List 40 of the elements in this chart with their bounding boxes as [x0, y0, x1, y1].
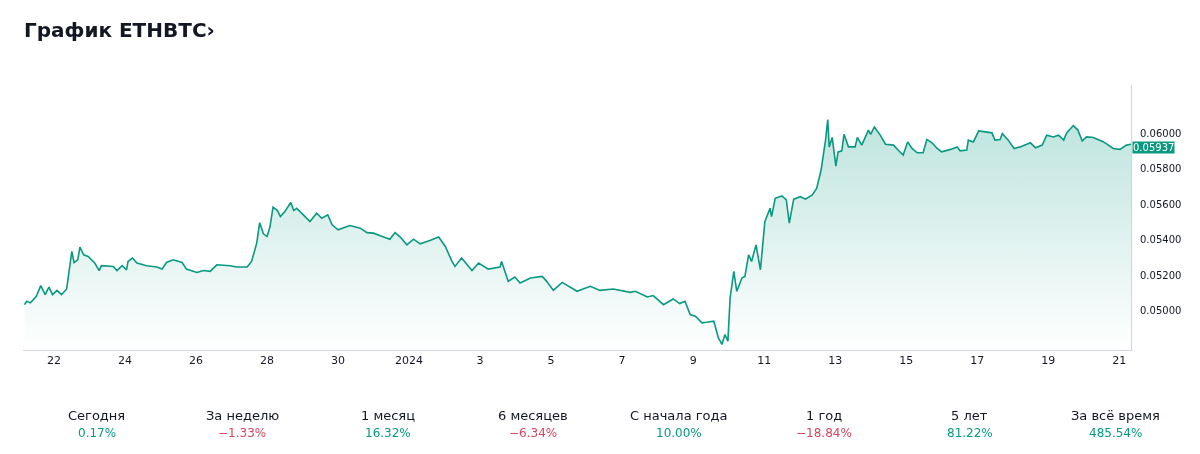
x-tick-label: 9 — [689, 354, 697, 368]
x-tick-label: 22 — [47, 354, 62, 368]
category-label: С начала года — [630, 408, 728, 423]
x-tick-label: 28 — [260, 354, 275, 368]
text: 16.32% — [365, 426, 411, 440]
text: −18.84% — [796, 426, 852, 440]
category-label: 1 месяц — [361, 408, 416, 423]
category-label: За неделю — [206, 408, 280, 423]
x-tick-label: 30 — [331, 354, 346, 368]
text: 81.22% — [947, 426, 993, 440]
category-label: Сегодня — [68, 408, 126, 423]
x-tick-label: 24 — [118, 354, 133, 368]
y-tick-label: 0.05600 — [1140, 198, 1182, 210]
text: −6.34% — [509, 426, 558, 440]
text: 10.00% — [656, 426, 702, 440]
x-tick-label: 21 — [1112, 354, 1127, 368]
chart-title: График ETHBTC› — [24, 18, 215, 42]
x-tick-label: 5 — [547, 354, 555, 368]
y-tick-label: 0.05200 — [1140, 269, 1182, 281]
annotation: 0.05937 — [1133, 142, 1175, 153]
x-tick-label: 11 — [757, 354, 772, 368]
text: 485.54% — [1089, 426, 1143, 440]
x-tick-label: 13 — [828, 354, 843, 368]
x-tick-label: 2024 — [395, 354, 424, 368]
category-label: За всё время — [1071, 408, 1160, 423]
text: 0.17% — [78, 426, 117, 440]
x-tick-label: 7 — [618, 354, 626, 368]
category-label: 6 месяцев — [498, 408, 568, 423]
x-tick-label: 19 — [1041, 354, 1056, 368]
x-tick-label: 3 — [476, 354, 484, 368]
text: −1.33% — [218, 426, 267, 440]
category-label: 1 год — [806, 408, 843, 423]
y-tick-label: 0.06000 — [1140, 127, 1182, 139]
category-label: 5 лет — [951, 408, 988, 423]
y-tick-label: 0.05000 — [1140, 305, 1182, 317]
y-tick-label: 0.05800 — [1140, 163, 1182, 175]
x-tick-label: 15 — [899, 354, 914, 368]
x-tick-label: 17 — [970, 354, 985, 368]
x-tick-label: 26 — [189, 354, 204, 368]
y-tick-label: 0.05400 — [1140, 234, 1182, 246]
